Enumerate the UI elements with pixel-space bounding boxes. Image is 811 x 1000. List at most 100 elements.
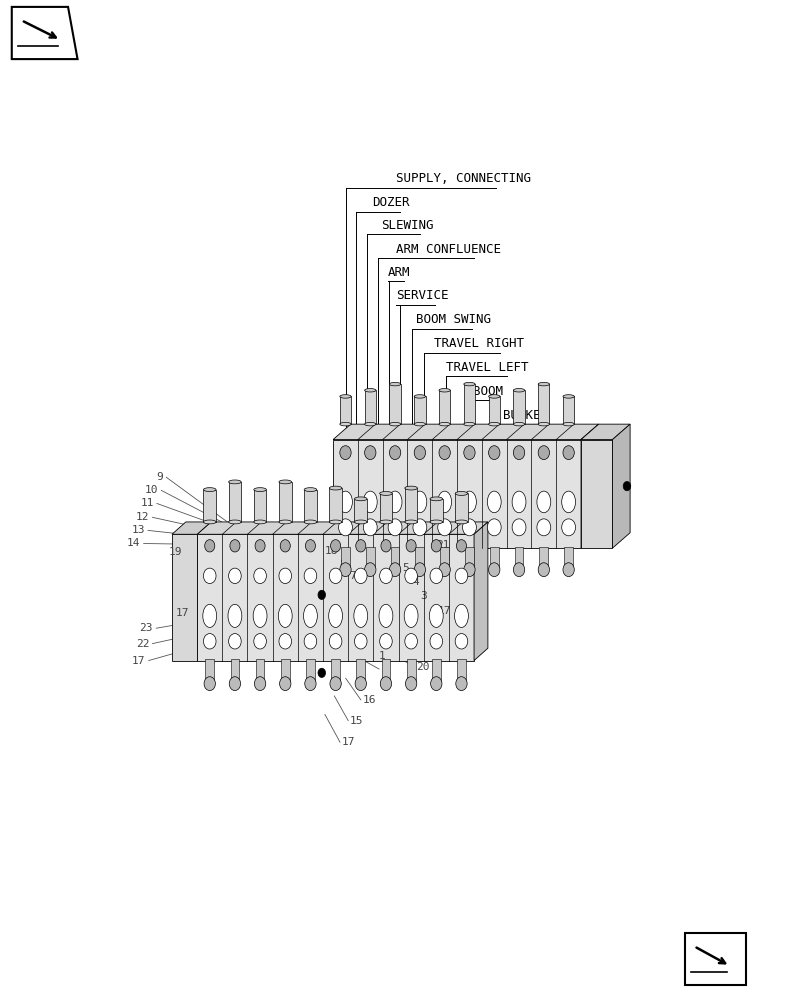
Circle shape bbox=[430, 634, 442, 649]
Ellipse shape bbox=[304, 520, 316, 524]
Ellipse shape bbox=[380, 492, 392, 495]
Ellipse shape bbox=[254, 520, 266, 524]
Ellipse shape bbox=[536, 491, 550, 513]
Bar bbox=[304, 490, 316, 522]
Text: 20: 20 bbox=[416, 662, 429, 672]
Polygon shape bbox=[197, 522, 487, 534]
Polygon shape bbox=[12, 7, 78, 59]
Bar bbox=[364, 390, 375, 424]
Bar bbox=[339, 396, 350, 424]
Text: TRAVEL LEFT: TRAVEL LEFT bbox=[446, 361, 528, 374]
Circle shape bbox=[329, 568, 341, 584]
Polygon shape bbox=[474, 522, 487, 661]
Bar bbox=[538, 384, 549, 424]
Ellipse shape bbox=[389, 382, 401, 386]
Bar bbox=[204, 490, 216, 522]
Bar bbox=[513, 390, 524, 424]
Text: 2: 2 bbox=[380, 664, 387, 674]
Circle shape bbox=[513, 446, 524, 460]
Text: 5: 5 bbox=[401, 563, 409, 573]
Ellipse shape bbox=[513, 389, 524, 392]
Circle shape bbox=[561, 519, 575, 536]
Bar bbox=[380, 493, 392, 522]
Circle shape bbox=[405, 677, 416, 691]
Bar bbox=[457, 659, 466, 681]
Text: 13: 13 bbox=[131, 525, 144, 535]
Circle shape bbox=[414, 563, 425, 577]
Text: 3: 3 bbox=[419, 591, 426, 601]
Circle shape bbox=[439, 446, 450, 460]
Bar bbox=[414, 396, 425, 424]
Circle shape bbox=[389, 446, 401, 460]
Circle shape bbox=[363, 519, 377, 536]
Circle shape bbox=[318, 590, 325, 599]
Circle shape bbox=[456, 540, 466, 552]
Text: 8: 8 bbox=[339, 559, 345, 569]
Polygon shape bbox=[581, 440, 611, 548]
Ellipse shape bbox=[254, 488, 266, 492]
Circle shape bbox=[430, 677, 441, 691]
Circle shape bbox=[488, 563, 500, 577]
Ellipse shape bbox=[429, 604, 443, 627]
Circle shape bbox=[562, 446, 573, 460]
Bar bbox=[331, 659, 340, 681]
Ellipse shape bbox=[339, 422, 350, 426]
Text: 19: 19 bbox=[169, 547, 182, 557]
Circle shape bbox=[329, 677, 341, 691]
Circle shape bbox=[204, 677, 215, 691]
Ellipse shape bbox=[512, 491, 526, 513]
Ellipse shape bbox=[380, 520, 392, 524]
Text: 17: 17 bbox=[176, 608, 190, 618]
Bar bbox=[390, 547, 399, 568]
Ellipse shape bbox=[364, 389, 375, 392]
Bar bbox=[489, 547, 498, 568]
Ellipse shape bbox=[513, 422, 524, 426]
Circle shape bbox=[455, 634, 467, 649]
Circle shape bbox=[339, 446, 350, 460]
Ellipse shape bbox=[488, 395, 500, 398]
Ellipse shape bbox=[414, 422, 425, 426]
Ellipse shape bbox=[430, 497, 442, 501]
Circle shape bbox=[406, 540, 416, 552]
Ellipse shape bbox=[304, 488, 316, 492]
Ellipse shape bbox=[229, 480, 241, 484]
Circle shape bbox=[431, 540, 441, 552]
Circle shape bbox=[329, 634, 341, 649]
Text: SLEWING: SLEWING bbox=[380, 219, 433, 232]
Text: 12: 12 bbox=[135, 512, 149, 522]
Circle shape bbox=[455, 568, 467, 584]
Circle shape bbox=[254, 634, 266, 649]
Text: 15: 15 bbox=[350, 716, 363, 726]
Circle shape bbox=[279, 634, 291, 649]
Ellipse shape bbox=[303, 604, 317, 627]
Circle shape bbox=[255, 540, 265, 552]
Circle shape bbox=[389, 563, 401, 577]
Circle shape bbox=[622, 482, 630, 491]
Ellipse shape bbox=[562, 422, 573, 426]
Polygon shape bbox=[172, 522, 211, 534]
Circle shape bbox=[380, 568, 392, 584]
Bar bbox=[366, 547, 374, 568]
Text: 11: 11 bbox=[140, 498, 153, 508]
Bar bbox=[389, 384, 401, 424]
Ellipse shape bbox=[455, 492, 467, 495]
Ellipse shape bbox=[338, 491, 352, 513]
Bar bbox=[488, 396, 500, 424]
Circle shape bbox=[355, 540, 365, 552]
Circle shape bbox=[330, 540, 341, 552]
Circle shape bbox=[462, 519, 476, 536]
Circle shape bbox=[536, 519, 550, 536]
Circle shape bbox=[413, 519, 427, 536]
Circle shape bbox=[380, 677, 391, 691]
Circle shape bbox=[405, 634, 417, 649]
Text: 22: 22 bbox=[135, 639, 149, 649]
Ellipse shape bbox=[379, 604, 393, 627]
Bar bbox=[306, 659, 315, 681]
Text: 6: 6 bbox=[392, 549, 398, 559]
Circle shape bbox=[538, 446, 549, 460]
Circle shape bbox=[463, 563, 474, 577]
Circle shape bbox=[512, 519, 526, 536]
Text: 9: 9 bbox=[157, 472, 163, 482]
Circle shape bbox=[463, 446, 474, 460]
Circle shape bbox=[204, 634, 216, 649]
